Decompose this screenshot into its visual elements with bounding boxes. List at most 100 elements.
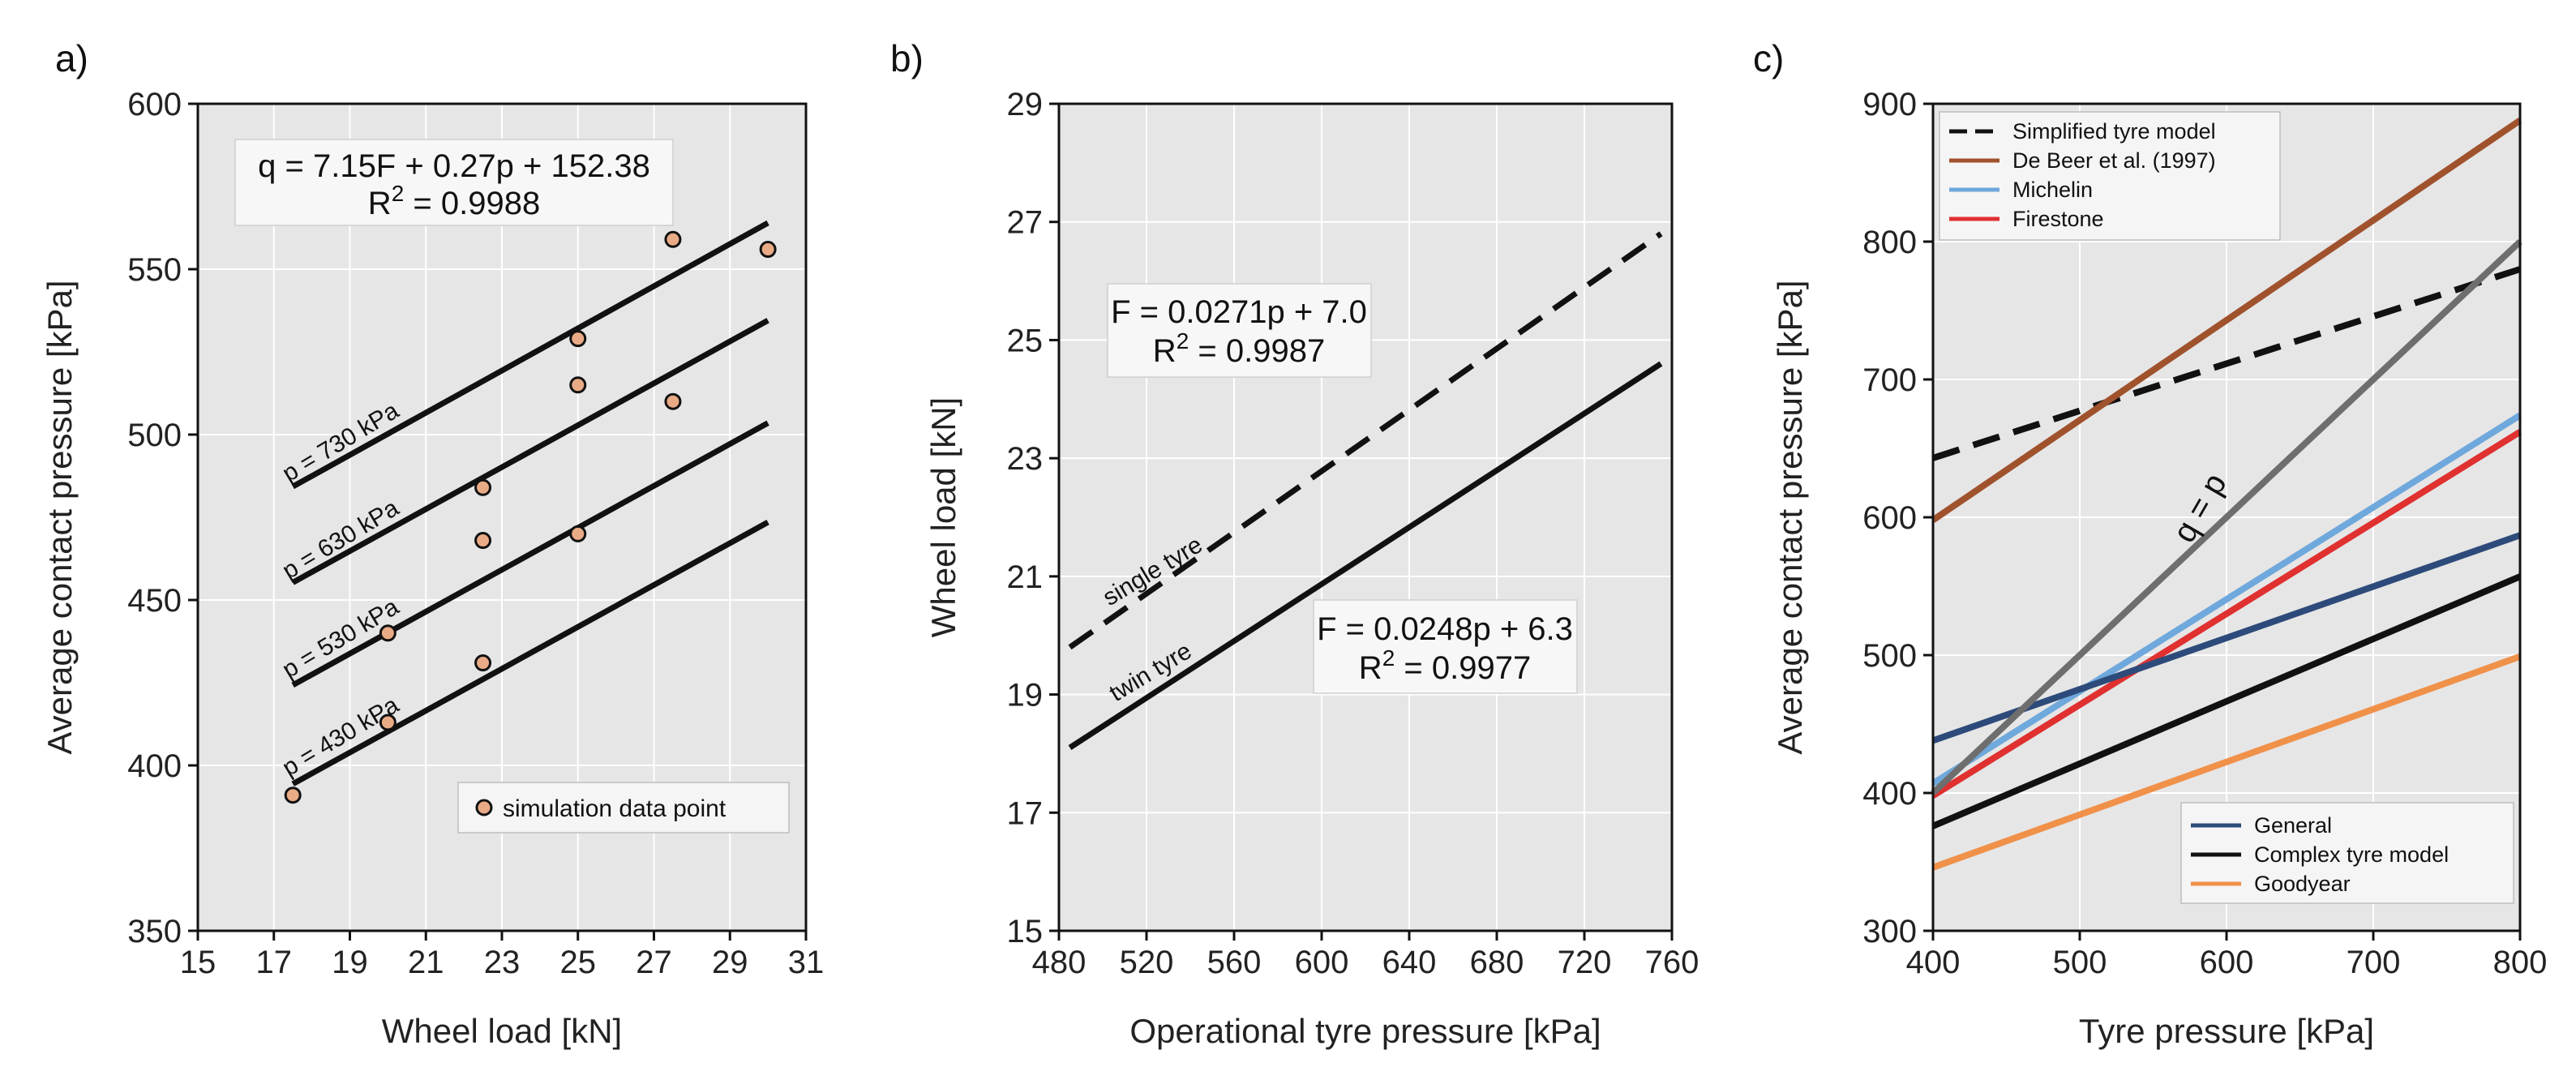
scatter-point (759, 241, 777, 259)
panel-b-xlabel: Operational tyre pressure [kPa] (1129, 1012, 1601, 1050)
panel-b: b) 480 520 560 600 640 680 720 760 15 17 19 21 23 25 2… (890, 37, 1699, 1050)
panel-b-plot-area (1057, 102, 1674, 932)
r2-superscript: 2 (1382, 645, 1395, 671)
series-line-p-430-kpa (291, 520, 769, 786)
legend-label: General (2254, 813, 2332, 838)
x-tick-label: 600 (1295, 945, 1349, 980)
x-tick-label: 640 (1382, 945, 1437, 980)
panel-a-xlabel: Wheel load [kN] (382, 1012, 622, 1050)
scatter-point (474, 654, 492, 672)
y-tick-label: 800 (1862, 225, 1917, 260)
y-tick-label: 15 (1007, 914, 1044, 949)
legend-label: Complex tyre model (2254, 842, 2449, 867)
series-line-single-tyre (1068, 231, 1663, 650)
y-tick-label: 600 (127, 87, 182, 122)
panel-b-lines (1068, 231, 1663, 751)
panel-b-twin-equation: F = 0.0248p + 6.3 (1317, 611, 1573, 647)
panel-b-twin-r2: R2 = 0.9977 (1359, 645, 1531, 686)
y-tick-label: 400 (1862, 776, 1917, 812)
panel-a-equation-box (234, 139, 674, 226)
panel-a-ylabel: Average contact pressure [kPa] (41, 280, 79, 754)
r2-superscript: 2 (1177, 328, 1189, 354)
panel-a-label: a) (55, 37, 88, 79)
scatter-point (569, 376, 587, 394)
y-tick-label: 350 (127, 914, 182, 949)
x-tick-label: 400 (1906, 945, 1961, 980)
x-tick-label: 600 (2200, 945, 2254, 980)
y-tick-label: 500 (1862, 638, 1917, 674)
y-tick-label: 17 (1007, 795, 1044, 831)
panel-a-r2: R2 = 0.9988 (368, 181, 540, 221)
y-tick-label: 29 (1007, 87, 1044, 122)
y-tick-label: 25 (1007, 323, 1044, 358)
x-tick-label: 800 (2493, 945, 2548, 980)
y-tick-label: 500 (127, 418, 182, 453)
panel-b-label: b) (890, 37, 924, 79)
scatter-point (569, 330, 587, 348)
panel-c-lines (1931, 118, 2522, 871)
x-tick-label: 520 (1120, 945, 1174, 980)
panel-a-lines (284, 220, 777, 804)
y-tick-label: 27 (1007, 205, 1044, 241)
x-tick-label: 17 (256, 945, 293, 980)
panel-c: c) 400 500 600 700 800300400500600700800900 … (1753, 37, 2547, 1050)
y-tick-label: 700 (1862, 362, 1917, 398)
scatter-point (569, 525, 587, 542)
series-line-michelin (1931, 412, 2522, 786)
y-tick-label: 21 (1007, 559, 1044, 595)
x-tick-label: 27 (636, 945, 672, 980)
x-tick-label: 480 (1032, 945, 1087, 980)
y-tick-label: 300 (1862, 914, 1917, 949)
r2-superscript: 2 (392, 181, 405, 206)
x-tick-label: 760 (1645, 945, 1699, 980)
y-tick-label: 900 (1862, 87, 1917, 122)
series-line-complex-tyre-model (1931, 573, 2522, 829)
r2-symbol: R (1153, 333, 1177, 369)
legend-label: De Beer et al. (1997) (2012, 148, 2216, 173)
panel-b-twin-eq-box (1313, 599, 1578, 694)
series-line-general (1931, 532, 2522, 744)
series-line-de-beer-et-al-1997 (1931, 118, 2522, 523)
y-tick-label: 550 (127, 252, 182, 288)
panel-b-single-eq-box (1107, 283, 1372, 378)
panel-c-legend-bottom-entries: General Complex tyre model Goodyear (2191, 813, 2449, 896)
r2-value: = 0.9988 (404, 186, 540, 221)
x-tick-label: 23 (484, 945, 521, 980)
x-tick-label: 680 (1470, 945, 1524, 980)
legend-label: Goodyear (2254, 872, 2351, 896)
r2-symbol: R (368, 186, 392, 221)
y-tick-label: 19 (1007, 678, 1044, 714)
legend-marker (475, 799, 493, 816)
panel-c-xlabel: Tyre pressure [kPa] (2079, 1012, 2374, 1050)
x-tick-label: 29 (712, 945, 748, 980)
panel-a-legend (457, 782, 790, 834)
scatter-point (664, 230, 682, 248)
scatter-point (474, 532, 492, 550)
series-line-q-p (1931, 239, 2522, 795)
r2-symbol: R (1359, 650, 1382, 686)
series-line-simplified-tyre-model (1931, 266, 2522, 461)
legend-label: Simplified tyre model (2012, 119, 2216, 144)
scatter-point (379, 624, 396, 642)
panel-c-legend-top-entries: Simplified tyre model De Beer et al. (199… (1949, 119, 2216, 231)
series-line-firestone (1931, 429, 2522, 799)
x-tick-label: 500 (2053, 945, 2107, 980)
panel-a-equation: q = 7.15F + 0.27p + 152.38 (258, 148, 650, 184)
series-line-p-630-kpa (291, 318, 769, 585)
x-tick-label: 560 (1207, 945, 1262, 980)
series-line-p-730-kpa (291, 220, 769, 490)
panel-a-frame (196, 102, 808, 932)
scatter-point (284, 786, 302, 804)
x-tick-label: 700 (2347, 945, 2401, 980)
panel-b-single-equation: F = 0.0271p + 7.0 (1111, 294, 1367, 330)
x-tick-label: 21 (408, 945, 444, 980)
panel-c-label: c) (1753, 37, 1784, 79)
scatter-point (379, 714, 396, 731)
y-tick-label: 400 (127, 748, 182, 784)
legend-label: Firestone (2012, 207, 2104, 231)
legend-label: Michelin (2012, 178, 2093, 202)
y-tick-label: 23 (1007, 441, 1044, 477)
panel-c-ylabel: Average contact pressure [kPa] (1771, 280, 1809, 754)
